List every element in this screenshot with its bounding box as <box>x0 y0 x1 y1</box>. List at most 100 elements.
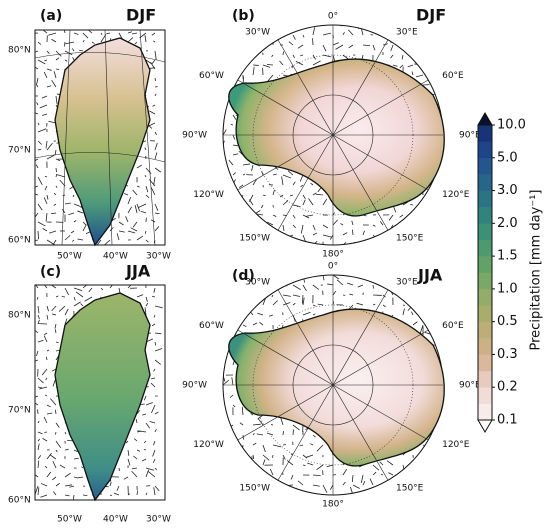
wind-arrow <box>442 208 443 216</box>
wind-arrow <box>282 244 286 245</box>
wind-arrow <box>252 433 255 436</box>
wind-arrow <box>41 95 48 99</box>
colorbar-tick-label: 0.1 <box>497 413 518 428</box>
wind-arrow <box>342 469 347 476</box>
wind-arrow <box>88 287 93 293</box>
wind-arrow <box>329 234 334 240</box>
wind-arrow <box>432 482 442 486</box>
wind-arrow <box>35 50 39 53</box>
wind-arrow <box>151 377 156 380</box>
wind-arrow <box>144 230 147 234</box>
graticule <box>332 384 429 441</box>
wind-arrow <box>52 460 57 469</box>
wind-arrow <box>56 174 66 178</box>
wind-arrow <box>412 294 419 301</box>
wind-arrow <box>124 193 129 196</box>
wind-arrow <box>427 244 434 245</box>
wind-arrow <box>82 39 85 43</box>
wind-arrow <box>282 454 286 460</box>
wind-arrow <box>356 302 364 306</box>
colorbar-tick-label: 3.0 <box>497 183 518 198</box>
wind-arrow <box>64 448 69 451</box>
colorbar-label: Precipitation [mm day⁻¹] <box>529 190 544 351</box>
wind-arrow <box>149 420 156 424</box>
wind-arrow <box>154 93 157 97</box>
graticule <box>332 329 429 386</box>
wind-arrow <box>435 454 443 459</box>
wind-arrow <box>223 92 224 96</box>
wind-arrow <box>223 427 224 436</box>
wind-arrow <box>35 66 39 70</box>
wind-arrow <box>322 234 332 238</box>
wind-arrow <box>415 74 424 78</box>
wind-arrow <box>145 469 150 478</box>
wind-arrow <box>37 319 40 325</box>
wind-arrow <box>223 349 225 356</box>
wind-arrow <box>35 158 39 162</box>
wind-arrow <box>55 440 62 449</box>
wind-arrow <box>282 51 284 56</box>
lat-label: 70°N <box>8 406 31 416</box>
wind-arrow <box>48 32 57 36</box>
greenland <box>54 37 151 247</box>
wind-arrow <box>292 34 296 40</box>
wind-arrow <box>223 293 224 296</box>
wind-arrow <box>372 224 376 227</box>
wind-arrow <box>151 59 156 65</box>
wind-arrow <box>327 283 334 286</box>
wind-arrow <box>154 305 163 309</box>
wind-arrow <box>64 318 68 325</box>
wind-arrow <box>37 443 40 451</box>
colorbar-segment <box>478 256 492 273</box>
wind-arrow <box>299 25 304 30</box>
wind-arrow <box>127 230 136 234</box>
wind-arrow <box>260 204 264 209</box>
wind-arrow <box>232 153 239 156</box>
wind-arrow <box>438 32 443 36</box>
wind-arrow <box>310 443 314 446</box>
wind-arrow <box>154 467 158 471</box>
wind-arrow <box>402 470 405 476</box>
wind-arrow <box>292 284 301 290</box>
wind-arrow <box>349 25 354 26</box>
wind-arrow <box>134 205 138 214</box>
wind-arrow <box>154 359 161 365</box>
wind-arrow <box>143 449 147 451</box>
wind-arrow <box>154 348 163 352</box>
wind-arrow <box>442 174 443 178</box>
wind-arrow <box>239 422 244 426</box>
wind-arrow <box>279 60 284 66</box>
wind-arrow <box>291 25 294 26</box>
lon-label: 150°E <box>396 234 424 244</box>
wind-arrow <box>271 294 274 298</box>
wind-arrow <box>422 304 427 307</box>
graticule <box>332 39 389 136</box>
wind-arrow <box>46 349 50 352</box>
wind-arrow <box>133 438 138 442</box>
wind-arrow <box>223 53 228 56</box>
wind-arrow <box>223 233 224 236</box>
wind-arrow <box>223 394 224 398</box>
wind-arrow <box>362 44 371 47</box>
wind-arrow <box>238 474 244 481</box>
wind-arrow <box>402 275 410 277</box>
wind-arrow <box>432 25 438 33</box>
wind-arrow <box>64 484 73 487</box>
wind-arrow <box>227 188 234 196</box>
wind-arrow <box>272 444 282 448</box>
wind-arrow <box>228 32 234 36</box>
wind-arrow <box>64 41 66 47</box>
wind-arrow <box>351 220 354 226</box>
wind-arrow <box>127 31 133 34</box>
colorbar-segment <box>478 288 492 306</box>
wind-arrow <box>150 62 156 70</box>
wind-arrow <box>35 212 39 217</box>
wind-arrow <box>70 230 75 234</box>
wind-arrow <box>223 398 224 406</box>
wind-arrow <box>223 344 229 350</box>
wind-arrow <box>238 184 244 188</box>
wind-arrow <box>55 104 58 108</box>
wind-arrow <box>296 244 304 245</box>
wind-arrow <box>84 296 93 302</box>
wind-arrow <box>145 422 151 429</box>
